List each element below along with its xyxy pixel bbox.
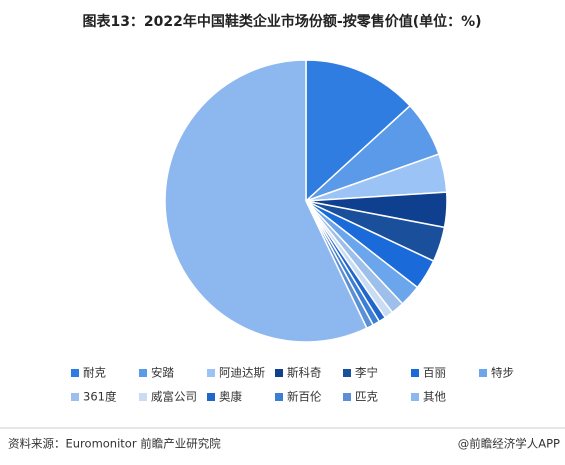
pie-slice bbox=[164, 59, 368, 343]
credit: @前瞻经济学人APP bbox=[458, 437, 560, 451]
legend-swatch bbox=[343, 369, 351, 377]
pie-slice bbox=[305, 59, 412, 203]
legend-swatch bbox=[71, 393, 79, 401]
legend-label: 新百伦 bbox=[287, 390, 322, 404]
legend-label: 安踏 bbox=[151, 366, 174, 380]
legend-swatch bbox=[207, 393, 215, 401]
legend-swatch bbox=[71, 369, 79, 377]
legend-label: 威富公司 bbox=[151, 390, 197, 404]
chart-title: 图表13：2022年中国鞋类企业市场份额-按零售价值(单位：%) bbox=[82, 13, 481, 30]
legend-swatch bbox=[343, 393, 351, 401]
legend-swatch bbox=[479, 369, 487, 377]
legend-swatch bbox=[411, 393, 419, 401]
legend-swatch bbox=[275, 393, 283, 401]
legend-label: 匹克 bbox=[355, 390, 378, 404]
legend-swatch bbox=[207, 369, 215, 377]
legend-swatch bbox=[411, 369, 419, 377]
legend-label: 其他 bbox=[423, 390, 446, 404]
legend-swatch bbox=[139, 369, 147, 377]
legend-label: 特步 bbox=[491, 366, 514, 380]
source: 资料来源：Euromonitor 前瞻产业研究院 bbox=[8, 437, 221, 451]
legend-label: 李宁 bbox=[355, 366, 378, 380]
legend-label: 361度 bbox=[83, 390, 117, 404]
legend-label: 阿迪达斯 bbox=[219, 366, 265, 380]
legend-label: 耐克 bbox=[83, 366, 106, 380]
legend-swatch bbox=[139, 393, 147, 401]
legend-swatch bbox=[275, 369, 283, 377]
legend-label: 百丽 bbox=[423, 366, 446, 380]
legend-label: 斯科奇 bbox=[287, 366, 322, 380]
legend-label: 奥康 bbox=[219, 390, 242, 404]
